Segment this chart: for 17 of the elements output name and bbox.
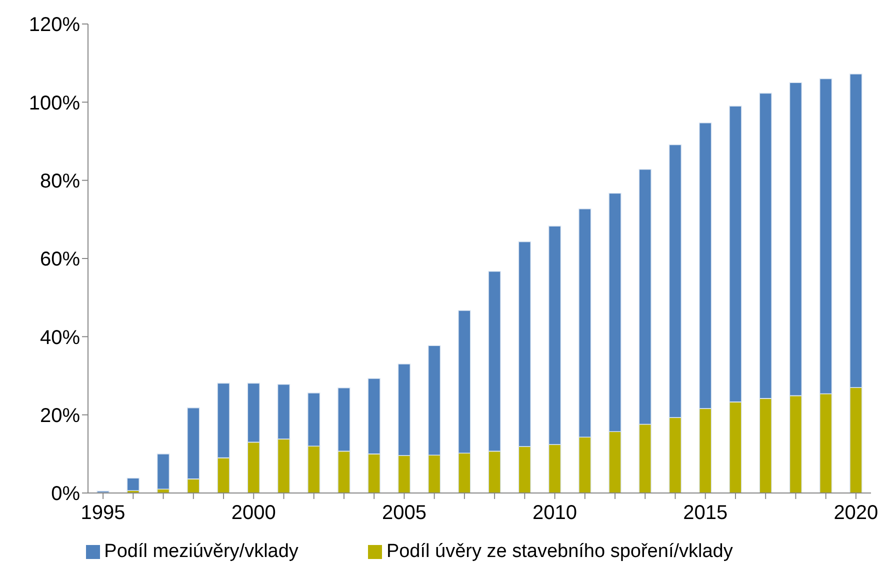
x-tick-label: 2000 xyxy=(231,502,276,524)
x-tick-label: 2015 xyxy=(683,502,728,524)
y-tick-label: 0% xyxy=(51,483,80,506)
y-tick-label: 120% xyxy=(28,14,80,36)
y-tick-label: 40% xyxy=(40,326,80,349)
legend-label: Podíl meziúvěry/vklady xyxy=(104,541,298,562)
y-tick-label: 20% xyxy=(40,404,80,427)
y-tick-label: 80% xyxy=(40,170,80,192)
x-tick-label: 2010 xyxy=(532,502,578,524)
y-tick-label: 100% xyxy=(28,92,80,114)
legend-label: Podíl úvěry ze stavebního spoření/vklady xyxy=(386,541,733,562)
x-tick-label: 1995 xyxy=(80,502,126,524)
x-tick-label: 2020 xyxy=(834,502,878,524)
x-tick-label: 2005 xyxy=(382,502,426,524)
bar xyxy=(156,454,170,490)
y-tick-label: 60% xyxy=(40,248,80,271)
bar xyxy=(126,478,140,492)
